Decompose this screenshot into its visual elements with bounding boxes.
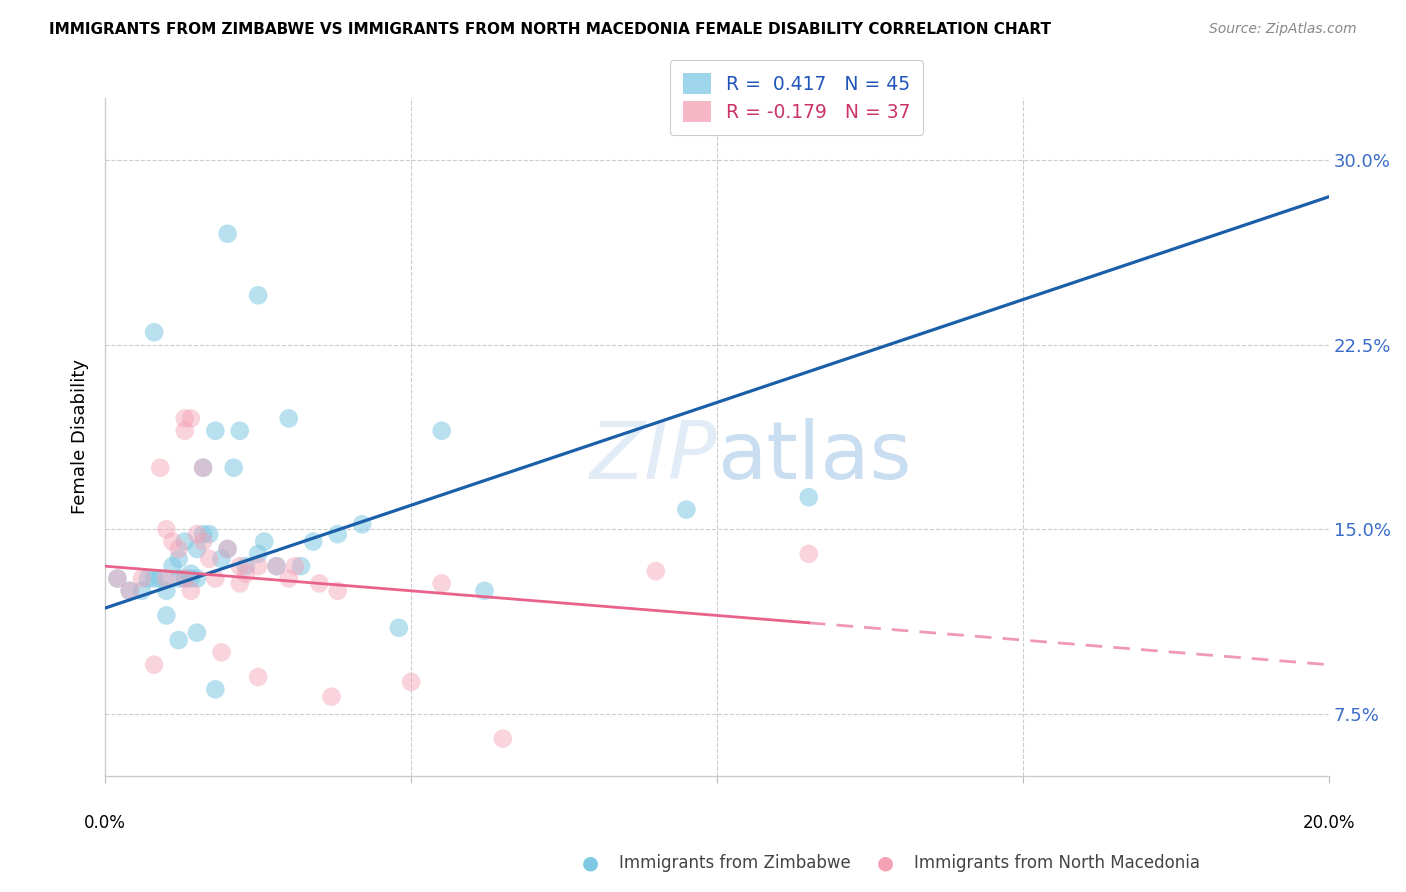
Point — [290, 559, 312, 574]
Point — [797, 547, 820, 561]
Point — [167, 541, 190, 556]
Point — [155, 608, 177, 623]
Point — [191, 527, 214, 541]
Text: Source: ZipAtlas.com: Source: ZipAtlas.com — [1209, 22, 1357, 37]
Text: 0.0%: 0.0% — [84, 814, 127, 832]
Point — [235, 566, 257, 581]
Point — [253, 534, 276, 549]
Point — [186, 572, 208, 586]
Point — [155, 522, 177, 536]
Point — [131, 583, 153, 598]
Point — [235, 559, 257, 574]
Point — [247, 670, 270, 684]
Text: IMMIGRANTS FROM ZIMBABWE VS IMMIGRANTS FROM NORTH MACEDONIA FEMALE DISABILITY CO: IMMIGRANTS FROM ZIMBABWE VS IMMIGRANTS F… — [49, 22, 1052, 37]
Point — [308, 576, 330, 591]
Point — [118, 583, 141, 598]
Point — [204, 682, 226, 697]
Point — [217, 541, 239, 556]
Point — [474, 583, 496, 598]
Text: ●: ● — [582, 854, 599, 872]
Point — [266, 559, 288, 574]
Point — [173, 411, 195, 425]
Point — [149, 460, 172, 475]
Point — [326, 527, 349, 541]
Point — [211, 645, 233, 659]
Point — [118, 583, 141, 598]
Point — [173, 534, 195, 549]
Point — [247, 288, 270, 302]
Point — [180, 411, 202, 425]
Point — [399, 674, 422, 689]
Point — [797, 490, 820, 504]
Point — [162, 559, 184, 574]
Point — [186, 527, 208, 541]
Text: Immigrants from Zimbabwe: Immigrants from Zimbabwe — [619, 855, 851, 872]
Point — [167, 551, 190, 566]
Point — [388, 621, 411, 635]
Point — [266, 559, 288, 574]
Point — [143, 657, 166, 672]
Point — [155, 583, 177, 598]
Point — [198, 527, 221, 541]
Point — [186, 625, 208, 640]
Point — [143, 325, 166, 339]
Point — [229, 576, 252, 591]
Legend: R =  0.417   N = 45, R = -0.179   N = 37: R = 0.417 N = 45, R = -0.179 N = 37 — [669, 61, 924, 135]
Point — [143, 572, 166, 586]
Point — [155, 572, 177, 586]
Point — [136, 572, 159, 586]
Point — [277, 411, 299, 425]
Point — [191, 460, 214, 475]
Point — [492, 731, 515, 746]
Point — [173, 572, 195, 586]
Point — [247, 559, 270, 574]
Point — [302, 534, 325, 549]
Point — [180, 566, 202, 581]
Point — [131, 572, 153, 586]
Point — [191, 534, 214, 549]
Point — [222, 460, 245, 475]
Point — [107, 572, 129, 586]
Text: atlas: atlas — [717, 418, 911, 496]
Point — [173, 572, 195, 586]
Point — [326, 583, 349, 598]
Point — [229, 559, 252, 574]
Point — [173, 424, 195, 438]
Point — [229, 424, 252, 438]
Y-axis label: Female Disability: Female Disability — [72, 359, 89, 515]
Point — [167, 572, 190, 586]
Point — [204, 424, 226, 438]
Text: 20.0%: 20.0% — [1302, 814, 1355, 832]
Point — [180, 572, 202, 586]
Point — [284, 559, 307, 574]
Point — [167, 633, 190, 648]
Point — [204, 572, 226, 586]
Point — [180, 583, 202, 598]
Point — [191, 460, 214, 475]
Text: ZIP: ZIP — [589, 418, 717, 496]
Point — [217, 541, 239, 556]
Point — [247, 547, 270, 561]
Point — [321, 690, 343, 704]
Point — [149, 572, 172, 586]
Point — [186, 541, 208, 556]
Text: Immigrants from North Macedonia: Immigrants from North Macedonia — [914, 855, 1199, 872]
Text: ●: ● — [877, 854, 894, 872]
Point — [211, 551, 233, 566]
Point — [430, 576, 453, 591]
Point — [198, 551, 221, 566]
Point — [217, 227, 239, 241]
Point — [430, 424, 453, 438]
Point — [644, 564, 666, 578]
Point — [675, 502, 697, 516]
Point — [162, 534, 184, 549]
Point — [277, 572, 299, 586]
Point — [352, 517, 374, 532]
Point — [107, 572, 129, 586]
